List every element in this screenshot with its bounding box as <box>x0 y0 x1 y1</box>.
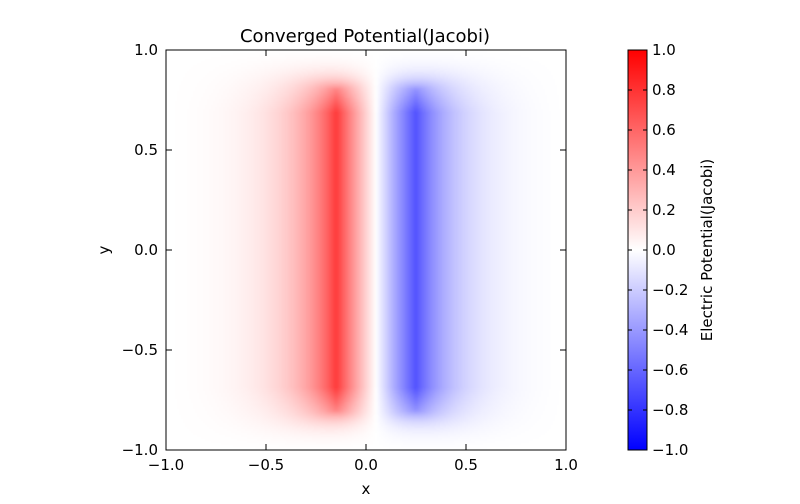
y-tick-label: −0.5 <box>122 341 158 359</box>
x-tick-label: 1.0 <box>554 456 578 474</box>
colorbar-label: Electric Potential(Jacobi) <box>698 159 716 342</box>
colorbar-tick-label: −0.6 <box>652 361 688 379</box>
x-tick-label: −1.0 <box>148 456 184 474</box>
y-tick-label: −1.0 <box>122 441 158 459</box>
colorbar-tick-label: 0.6 <box>652 121 676 139</box>
colorbar-tick-label: 1.0 <box>652 41 676 59</box>
colorbar-tick-label: −0.4 <box>652 321 688 339</box>
y-tick-label: 0.5 <box>134 141 158 159</box>
colorbar-tick-label: −0.8 <box>652 401 688 419</box>
colorbar-tick-label: 0.2 <box>652 201 676 219</box>
x-tick-label: 0.0 <box>354 456 378 474</box>
colorbar-ticks: −1.0 −0.8 −0.6 −0.4 −0.2 0.0 0.2 0.4 0.6 0.8 1.0 <box>628 41 688 459</box>
x-axis-label: x <box>362 480 371 498</box>
x-axis-ticks: −1.0 −0.5 0.0 0.5 1.0 <box>148 50 578 474</box>
colorbar-tick-label: 0.8 <box>652 81 676 99</box>
x-tick-label: −0.5 <box>248 456 284 474</box>
colorbar-tick-label: −1.0 <box>652 441 688 459</box>
colorbar-tick-label: 0.0 <box>652 241 676 259</box>
chart-title: Converged Potential(Jacobi) <box>240 26 490 47</box>
y-axis-label: y <box>95 245 113 254</box>
y-axis-ticks: −1.0 −0.5 0.0 0.5 1.0 <box>122 41 566 459</box>
colorbar-tick-label: 0.4 <box>652 161 676 179</box>
y-tick-label: 1.0 <box>134 41 158 59</box>
heatmap-image <box>166 50 566 450</box>
x-tick-label: 0.5 <box>454 456 478 474</box>
y-tick-label: 0.0 <box>134 241 158 259</box>
colorbar-tick-label: −0.2 <box>652 281 688 299</box>
